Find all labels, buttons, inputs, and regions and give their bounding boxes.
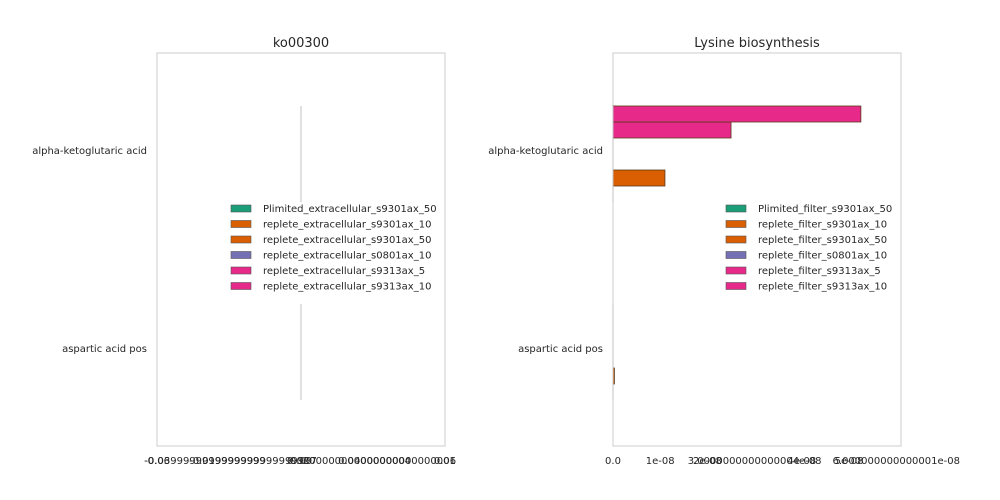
x-tick-label: 0.0 [605,456,621,467]
x-tick-label: 0.00 [290,456,312,467]
x-tick-label: 0.020000000000000004 [287,456,411,467]
legend-swatch [725,204,747,213]
chart-panel-ko00300: ko00300 alpha-ketoglutaric acid aspartic… [32,36,456,467]
x-tick-label: -0.06 [144,456,170,467]
legend-label: replete_extracellular_s9313ax_5 [263,266,425,277]
legend-swatch [230,251,252,259]
legend-label: replete_extracellular_s9313ax_10 [263,282,431,293]
y-tick-label: alpha-ketoglutaric acid [488,146,603,157]
x-tick-label: 3.0000000000000004e-08 [688,456,822,467]
legend-swatch [725,235,747,244]
legend-label: replete_filter_s0801ax_10 [758,251,887,262]
chart-title: ko00300 [273,36,329,51]
chart-panel-lysine-biosynthesis: Lysine biosynthesis alpha-ketoglutaric a… [488,36,960,467]
legend-label: Plimited_filter_s9301ax_50 [758,204,892,215]
legend-swatch [725,266,747,275]
bars-group [612,105,862,400]
legend-swatch [725,220,747,228]
x-tick-labels: 0.0 1e-08 2e-083.0000000000000004e-084e-08… [605,456,960,467]
bar [612,121,732,139]
legend-label: replete_filter_s9313ax_10 [758,282,887,293]
legend-swatch [725,282,747,290]
x-tick-labels: -0.06-0.03999999999999999-0.019999999999… [144,456,456,467]
legend-label: replete_filter_s9301ax_10 [758,220,887,231]
legend-swatch [230,282,252,290]
bar [612,169,666,187]
plot-frame [612,52,902,447]
x-tick-label: -0.019999999999999997 [189,456,317,467]
legend-label: replete_extracellular_s9301ax_10 [263,220,431,231]
chart-title: Lysine biosynthesis [694,36,820,51]
y-tick-label: aspartic acid pos [62,344,147,355]
legend-label: replete_extracellular_s9301ax_50 [263,235,431,246]
legend-label: Plimited_extracellular_s9301ax_50 [263,204,437,215]
legend-swatch [230,220,252,228]
legend-swatch [725,251,747,259]
bar [612,105,862,123]
legend-swatch [230,266,252,275]
x-tick-label: 0.04000000000000001 [338,456,456,467]
x-tick-label: 2e-08 [693,456,722,467]
legend: Plimited_extracellular_s9301ax_50replete… [230,204,437,293]
x-tick-label: 0.06 [434,456,456,467]
x-tick-label: 5e-08 [835,456,864,467]
y-tick-label: alpha-ketoglutaric acid [32,146,147,157]
legend-swatch [230,235,252,244]
x-tick-label: 6.000000000000001e-08 [833,456,960,467]
legend-label: replete_extracellular_s0801ax_10 [263,251,431,262]
x-tick-label: 4e-08 [787,456,816,467]
y-tick-label: aspartic acid pos [518,344,603,355]
x-tick-label: 1e-08 [646,456,675,467]
legend-label: replete_filter_s9313ax_5 [758,266,881,277]
plot-frame [156,52,446,447]
legend-label: replete_filter_s9301ax_50 [758,235,887,246]
legend: Plimited_filter_s9301ax_50 replete_filter… [725,204,892,293]
legend-swatch [230,204,252,213]
x-tick-label: -0.03999999999999999 [144,456,265,467]
